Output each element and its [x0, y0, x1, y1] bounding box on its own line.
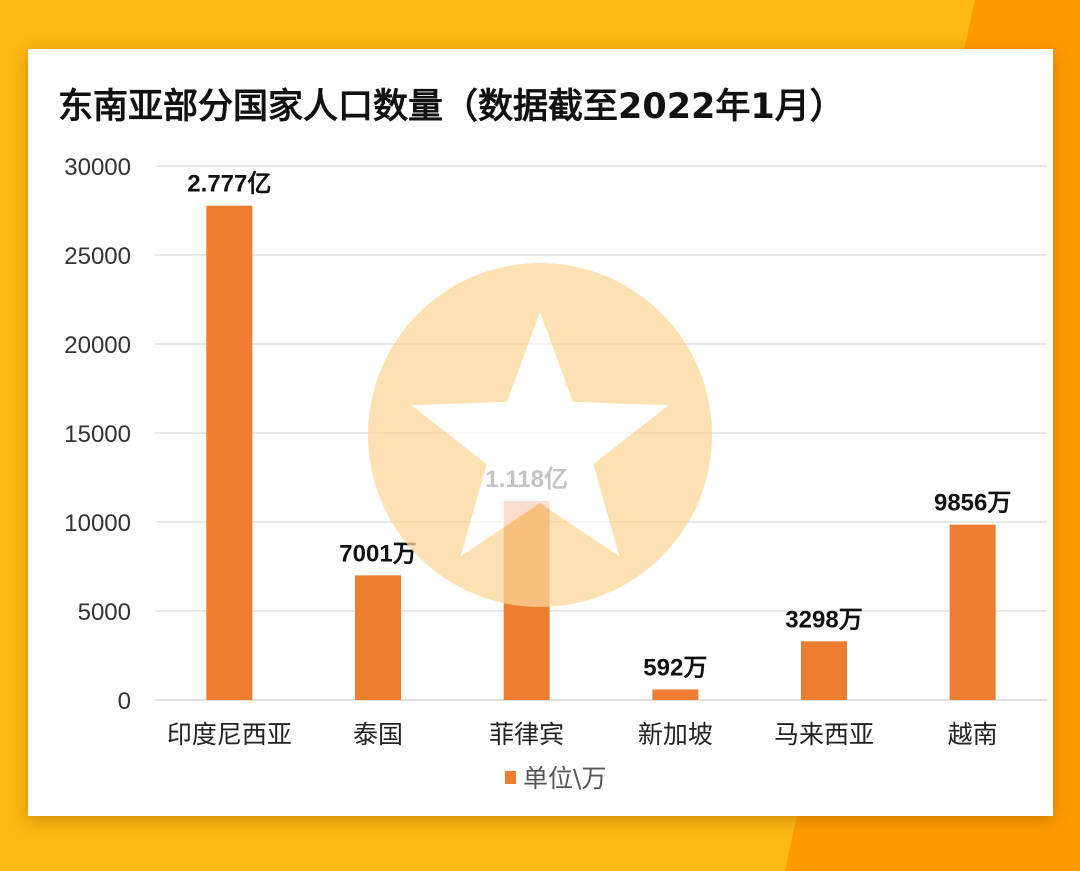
x-tick-label: 印度尼西亚	[167, 720, 292, 749]
bar	[801, 641, 847, 700]
y-tick-label: 30000	[64, 154, 131, 181]
bar	[355, 575, 401, 700]
data-label: 592万	[643, 654, 707, 681]
chart-title: 东南亚部分国家人口数量（数据截至2022年1月）	[58, 87, 845, 127]
x-tick-label: 菲律宾	[489, 720, 564, 749]
legend-swatch	[505, 771, 516, 784]
x-tick-label: 泰国	[353, 720, 403, 749]
data-label: 2.777亿	[187, 171, 271, 198]
y-tick-label: 5000	[78, 599, 131, 626]
bar	[652, 689, 699, 700]
x-tick-label: 越南	[948, 720, 998, 749]
bar	[206, 205, 253, 700]
bar	[949, 524, 996, 700]
y-tick-label: 10000	[64, 510, 131, 537]
y-tick-label: 20000	[64, 332, 131, 359]
y-tick-label: 0	[118, 688, 131, 715]
data-label: 9856万	[934, 490, 1011, 517]
y-tick-label: 15000	[64, 421, 131, 448]
legend-label: 单位\万	[523, 764, 606, 793]
data-label: 3298万	[785, 606, 862, 633]
y-tick-label: 25000	[64, 243, 131, 270]
x-tick-label: 马来西亚	[774, 720, 874, 749]
x-tick-label: 新加坡	[638, 720, 713, 749]
data-label: 7001万	[339, 540, 416, 567]
star-in-circle-icon	[368, 263, 712, 607]
